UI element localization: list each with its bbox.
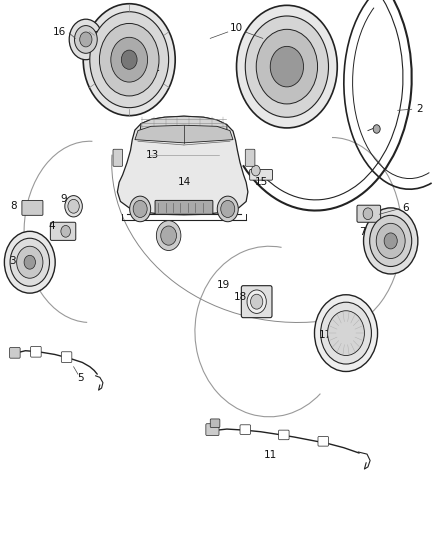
Text: 18: 18 (233, 293, 247, 302)
Text: 5: 5 (77, 374, 84, 383)
Text: 6: 6 (402, 203, 409, 213)
Text: 8: 8 (11, 201, 18, 211)
FancyBboxPatch shape (357, 205, 381, 222)
Text: 12: 12 (148, 63, 161, 73)
FancyBboxPatch shape (155, 200, 213, 214)
Text: 11: 11 (264, 450, 277, 460)
Circle shape (245, 16, 328, 117)
FancyBboxPatch shape (240, 425, 251, 434)
FancyBboxPatch shape (91, 31, 111, 49)
Circle shape (217, 196, 238, 222)
Circle shape (69, 19, 102, 60)
Polygon shape (140, 116, 227, 131)
Circle shape (4, 231, 55, 293)
Circle shape (151, 146, 162, 159)
Circle shape (17, 246, 43, 278)
Circle shape (270, 46, 304, 87)
FancyBboxPatch shape (22, 200, 43, 215)
FancyBboxPatch shape (241, 286, 272, 318)
Circle shape (121, 50, 137, 69)
Circle shape (251, 165, 260, 176)
Circle shape (363, 208, 373, 220)
FancyBboxPatch shape (318, 437, 328, 446)
Text: 10: 10 (230, 23, 243, 33)
Text: 15: 15 (254, 177, 268, 187)
Text: 13: 13 (146, 150, 159, 159)
FancyBboxPatch shape (210, 419, 220, 427)
Circle shape (384, 233, 397, 249)
FancyBboxPatch shape (61, 352, 72, 362)
FancyBboxPatch shape (279, 430, 289, 440)
Polygon shape (117, 116, 248, 215)
Circle shape (90, 12, 169, 108)
Circle shape (221, 200, 235, 217)
FancyBboxPatch shape (50, 222, 76, 240)
Text: 17: 17 (318, 330, 332, 340)
Circle shape (83, 4, 175, 116)
Circle shape (130, 196, 151, 222)
Circle shape (74, 26, 97, 53)
Circle shape (256, 29, 318, 104)
FancyBboxPatch shape (149, 151, 173, 163)
Text: 9: 9 (60, 195, 67, 204)
Circle shape (61, 225, 71, 237)
Text: 3: 3 (9, 256, 16, 266)
Circle shape (156, 221, 181, 251)
Text: 16: 16 (53, 27, 66, 37)
FancyBboxPatch shape (113, 149, 123, 166)
Circle shape (376, 223, 405, 259)
FancyBboxPatch shape (10, 348, 20, 358)
Circle shape (237, 5, 337, 128)
Circle shape (370, 215, 412, 266)
Circle shape (24, 255, 35, 269)
FancyBboxPatch shape (182, 172, 202, 182)
Text: 19: 19 (217, 280, 230, 290)
Circle shape (184, 167, 193, 178)
Circle shape (65, 196, 82, 217)
Circle shape (99, 23, 159, 96)
FancyBboxPatch shape (250, 169, 272, 180)
Circle shape (111, 37, 148, 82)
Circle shape (321, 302, 371, 364)
Text: 7: 7 (359, 228, 366, 237)
Circle shape (80, 32, 92, 47)
FancyBboxPatch shape (206, 424, 219, 435)
Circle shape (68, 199, 79, 213)
Circle shape (328, 311, 364, 356)
Circle shape (373, 125, 380, 133)
Circle shape (364, 208, 418, 274)
Polygon shape (135, 125, 233, 143)
FancyBboxPatch shape (245, 149, 255, 166)
FancyBboxPatch shape (31, 346, 41, 357)
Text: 1: 1 (131, 74, 138, 84)
Circle shape (161, 226, 177, 245)
Text: 2: 2 (416, 104, 423, 114)
Text: 14: 14 (177, 177, 191, 187)
Circle shape (251, 294, 263, 309)
Circle shape (133, 200, 147, 217)
Circle shape (10, 238, 49, 286)
Text: 4: 4 (48, 221, 55, 231)
Circle shape (247, 290, 266, 313)
Circle shape (314, 295, 378, 372)
